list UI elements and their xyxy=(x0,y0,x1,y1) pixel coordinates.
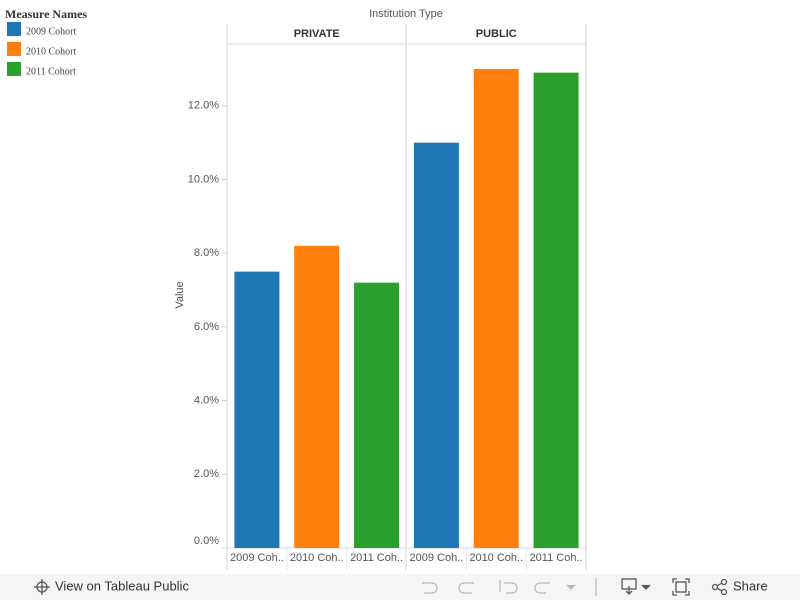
y-tick-label: 0.0% xyxy=(194,535,219,547)
x-tick-label: 2011 Coh.. xyxy=(350,552,403,564)
bar xyxy=(413,142,459,548)
y-tick-label: 10.0% xyxy=(188,173,219,185)
bar xyxy=(533,72,579,548)
y-tick-label: 4.0% xyxy=(194,395,219,407)
bar xyxy=(294,245,340,549)
toolbar-icon xyxy=(34,579,50,595)
x-tick-label: 2011 Coh.. xyxy=(530,552,583,564)
toolbar-icon xyxy=(422,578,597,596)
x-tick-label: 2009 Coh.. xyxy=(230,552,284,564)
legend-swatch xyxy=(7,62,21,76)
y-tick-label: 12.0% xyxy=(188,100,219,112)
legend-swatch xyxy=(7,22,21,36)
y-tick-label: 2.0% xyxy=(194,468,219,480)
y-axis-label: Value xyxy=(174,281,186,308)
legend-label: 2010 Cohort xyxy=(26,46,77,57)
column-header: Institution Type xyxy=(369,8,443,20)
y-tick-label: 6.0% xyxy=(194,321,219,333)
legend-label: 2009 Cohort xyxy=(26,26,77,37)
panel-header: PUBLIC xyxy=(476,28,517,40)
toolbar-icon xyxy=(621,578,728,596)
y-tick-label: 8.0% xyxy=(194,247,219,259)
x-tick-label: 2009 Coh.. xyxy=(410,552,464,564)
bar xyxy=(354,282,400,548)
share-button[interactable]: Share xyxy=(733,578,768,593)
toolbar xyxy=(0,574,800,600)
bar xyxy=(473,68,519,548)
bar xyxy=(234,271,280,548)
x-tick-label: 2010 Coh.. xyxy=(290,552,344,564)
x-tick-label: 2010 Coh.. xyxy=(469,552,523,564)
legend-label: 2011 Cohort xyxy=(26,66,76,77)
panel-header: PRIVATE xyxy=(294,28,340,40)
view-link[interactable]: View on Tableau Public xyxy=(55,578,189,593)
legend-title: Measure Names xyxy=(5,7,87,21)
legend-swatch xyxy=(7,42,21,56)
